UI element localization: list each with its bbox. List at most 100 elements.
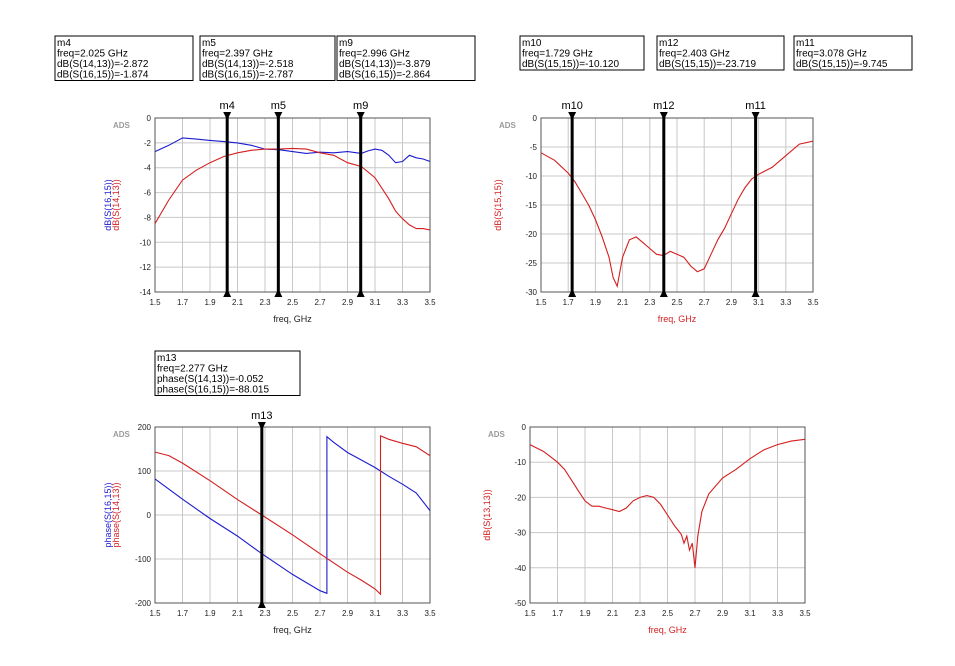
marker-readout-line: dB(S(14,13))=-2.518 (202, 59, 294, 70)
x-tick-label: 2.7 (314, 298, 326, 307)
y-tick-label: -5 (530, 143, 538, 152)
marker-readout-line: freq=2.025 GHz (57, 49, 128, 60)
chart-p3: 1.5 1.7 1.9 2.1 2.3 2.5 2.7 2.9 3.1 3.3 3.5 -200 -10… (103, 350, 436, 635)
marker-readout-line: freq=2.403 GHz (659, 49, 730, 60)
x-tick-label: 2.9 (717, 609, 729, 618)
x-tick-label: 2.3 (634, 609, 646, 618)
series-line-red (541, 140, 813, 288)
y-axis-label: dB(S(16,15)) (103, 179, 113, 231)
marker-name-label: m12 (653, 100, 674, 112)
plot-frame (540, 117, 814, 293)
y-tick-label: -10 (525, 172, 537, 181)
y-tick-label: 200 (138, 423, 152, 432)
series-line-blue (155, 435, 430, 595)
marker-readout-box (656, 35, 785, 71)
ads-watermark: ADS (113, 121, 131, 130)
y-tick-label: -10 (139, 238, 151, 247)
marker-readout-line: freq=2.996 GHz (339, 49, 410, 60)
marker-readout-box (199, 35, 336, 81)
series-line-red (155, 434, 430, 596)
y-tick-label: -20 (525, 230, 537, 239)
x-tick-label: 2.1 (232, 298, 244, 307)
marker-name-label: m4 (220, 100, 235, 112)
x-tick-label: 3.5 (424, 609, 436, 618)
marker-readout-line: freq=1.729 GHz (522, 49, 593, 60)
x-tick-label: 2.9 (726, 298, 738, 307)
marker-name-label: m9 (353, 100, 368, 112)
chart-p2: 1.5 1.7 1.9 2.1 2.3 2.5 2.7 2.9 3.1 3.3 3.5 -30 -25 -… (493, 35, 913, 324)
y-axis-label: dB(S(15,15)) (493, 179, 503, 231)
x-tick-label: 1.9 (204, 609, 216, 618)
x-tick-label: 3.3 (772, 609, 784, 618)
x-tick-label: 2.1 (607, 609, 619, 618)
ads-watermark: ADS (113, 430, 131, 439)
y-tick-label: -30 (514, 529, 526, 538)
marker-name-label: m11 (745, 100, 766, 112)
marker-readout-line: dB(S(16,15))=-2.864 (339, 70, 431, 81)
x-axis-label: freq, GHz (273, 314, 312, 324)
marker-triangle (257, 422, 266, 430)
marker-triangle (274, 112, 283, 120)
y-axis-label: phase(S(14,13)) (111, 482, 121, 547)
ads-watermark: ADS (499, 121, 517, 130)
x-tick-label: 1.7 (552, 609, 564, 618)
chart-p4: 1.5 1.7 1.9 2.1 2.3 2.5 2.7 2.9 3.1 3.3 3.5 -50 -40 -… (482, 423, 811, 635)
x-tick-label: 1.9 (590, 298, 602, 307)
y-tick-label: -30 (525, 288, 537, 297)
x-tick-label: 3.5 (807, 298, 819, 307)
y-tick-label: -8 (144, 213, 152, 222)
x-tick-label: 2.5 (287, 298, 299, 307)
x-tick-label: 1.7 (177, 298, 189, 307)
marker-triangle (751, 112, 760, 120)
x-tick-label: 2.3 (644, 298, 656, 307)
x-tick-label: 3.3 (397, 609, 409, 618)
x-tick-label: 3.3 (397, 298, 409, 307)
x-tick-label: 2.5 (671, 298, 683, 307)
x-tick-label: 3.1 (744, 609, 756, 618)
y-tick-label: -200 (135, 599, 152, 608)
x-tick-label: 2.7 (314, 609, 326, 618)
marker-name-label: m5 (271, 100, 286, 112)
y-tick-label: -100 (135, 555, 152, 564)
y-tick-label: -20 (514, 493, 526, 502)
x-tick-label: 3.1 (753, 298, 765, 307)
series-line-blue (155, 137, 430, 164)
marker-readout-title: m12 (659, 38, 679, 49)
marker-triangle (356, 289, 365, 297)
x-tick-label: 2.5 (287, 609, 299, 618)
marker-readout-line: dB(S(15,15))=-10.120 (522, 59, 619, 70)
marker-triangle (223, 112, 232, 120)
marker-readout-box (519, 35, 645, 71)
marker-readout-box (154, 350, 301, 396)
plot-frame (154, 426, 431, 604)
marker-readout-line: freq=2.277 GHz (157, 364, 228, 375)
x-tick-label: 2.1 (617, 298, 629, 307)
marker-triangle (659, 112, 668, 120)
x-tick-label: 2.3 (259, 609, 271, 618)
ads-watermark: ADS (488, 430, 506, 439)
marker-triangle (356, 112, 365, 120)
marker-triangle (257, 600, 266, 608)
x-tick-label: 2.9 (342, 609, 354, 618)
series-line-red (155, 147, 430, 231)
marker-triangle (223, 289, 232, 297)
y-tick-label: -25 (525, 259, 537, 268)
x-tick-label: 1.7 (563, 298, 575, 307)
y-axis-label: phase(S(16,15)) (103, 482, 113, 547)
series-line-red (530, 438, 805, 568)
plot-frame (529, 426, 806, 604)
x-tick-label: 2.5 (662, 609, 674, 618)
x-tick-label: 2.7 (689, 609, 701, 618)
x-tick-label: 3.1 (369, 298, 381, 307)
marker-readout-title: m5 (202, 38, 216, 49)
y-tick-label: 0 (522, 423, 527, 432)
marker-triangle (568, 289, 577, 297)
marker-readout-line: dB(S(15,15))=-9.745 (796, 59, 888, 70)
marker-readout-box (793, 35, 913, 71)
x-tick-label: 3.5 (424, 298, 436, 307)
marker-readout-line: phase(S(14,13))=-0.052 (157, 374, 264, 385)
marker-readout-title: m4 (57, 38, 71, 49)
x-tick-label: 1.7 (177, 609, 189, 618)
marker-readout-box (54, 35, 194, 81)
